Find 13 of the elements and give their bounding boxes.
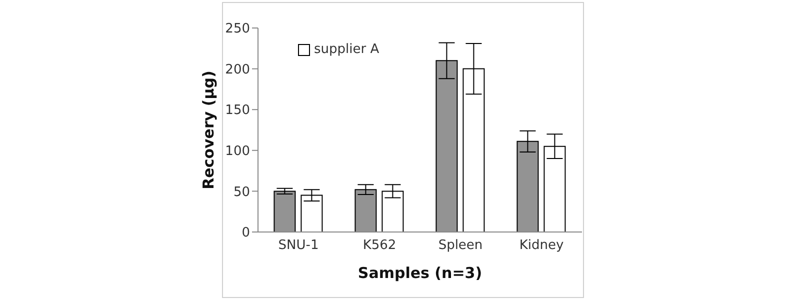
y-tick-label: 250 — [225, 22, 250, 37]
y-tick-label: 0 — [242, 226, 250, 241]
y-axis-title: Recovery (µg) — [199, 70, 218, 190]
y-tick-label: 50 — [233, 184, 250, 200]
x-tick-label: K562 — [362, 238, 396, 254]
x-axis-title: Samples (n=3) — [358, 264, 482, 282]
y-tick-label: 200 — [225, 62, 250, 78]
x-tick-label: Kidney — [519, 238, 564, 254]
x-tick-label: SNU-1 — [278, 238, 319, 254]
y-tick-label: 100 — [225, 144, 250, 160]
y-tick-label: 150 — [225, 103, 250, 118]
x-tick-label: Spleen — [438, 238, 483, 254]
legend-label: supplier A — [314, 42, 380, 57]
